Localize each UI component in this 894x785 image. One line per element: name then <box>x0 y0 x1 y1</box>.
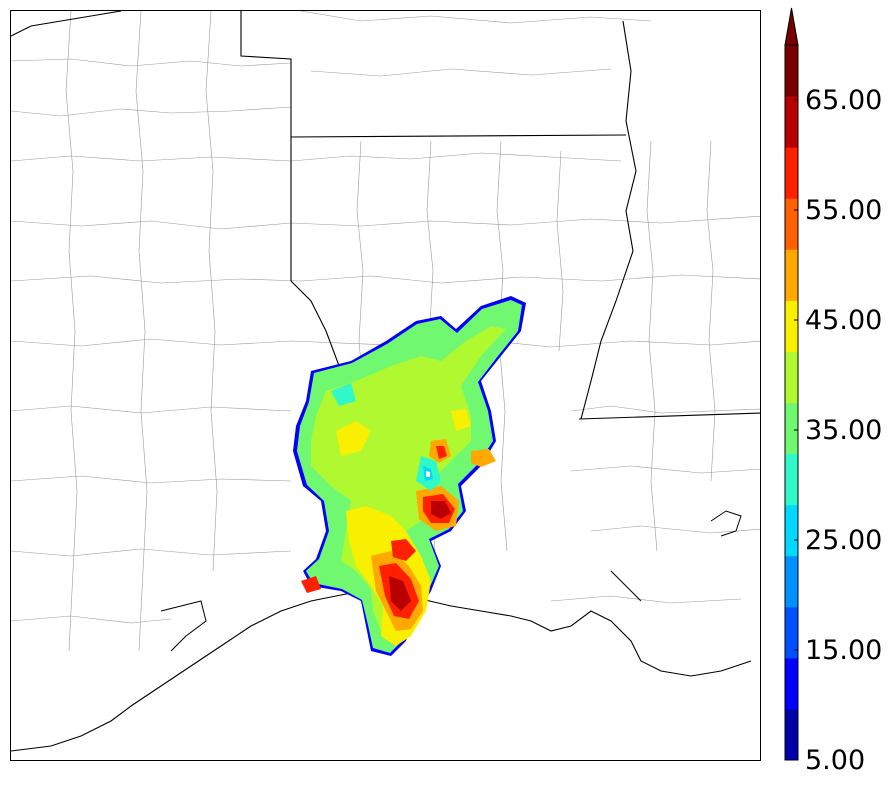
coastline-bay <box>160 510 742 652</box>
colorbar-segment <box>785 402 798 455</box>
colorbar-segment <box>785 504 798 557</box>
colorbar-tick-label: 15.00 <box>805 635 883 666</box>
colorbar-outline <box>784 44 799 761</box>
colorbar <box>784 7 799 761</box>
colorbar-tick-label: 35.00 <box>805 415 883 446</box>
colorbar-segment <box>785 45 798 97</box>
map-canvas <box>11 11 760 752</box>
reflectivity-field <box>293 296 526 656</box>
colorbar-segment <box>785 147 798 199</box>
colorbar-segment <box>785 555 798 608</box>
colorbar-tick-label: 25.00 <box>805 525 883 556</box>
colorbar-tick-label: 5.00 <box>805 745 866 776</box>
colorbar-segment <box>785 198 798 250</box>
colorbar-segment <box>785 351 798 403</box>
colorbar-tick-label: 55.00 <box>805 195 883 226</box>
colorbar-segment <box>785 96 798 148</box>
coastline <box>11 590 752 752</box>
colorbar-segment <box>785 657 798 710</box>
map-panel <box>10 10 761 761</box>
colorbar-extend-arrow <box>784 7 799 46</box>
colorbar-tick-label: 45.00 <box>805 305 883 336</box>
colorbar-segment <box>785 606 798 659</box>
colorbar-segment <box>785 708 798 761</box>
colorbar-segment <box>785 249 798 301</box>
colorbar-segment <box>785 300 798 352</box>
colorbar-tick-label: 65.00 <box>805 85 883 116</box>
colorbar-segment <box>785 453 798 506</box>
